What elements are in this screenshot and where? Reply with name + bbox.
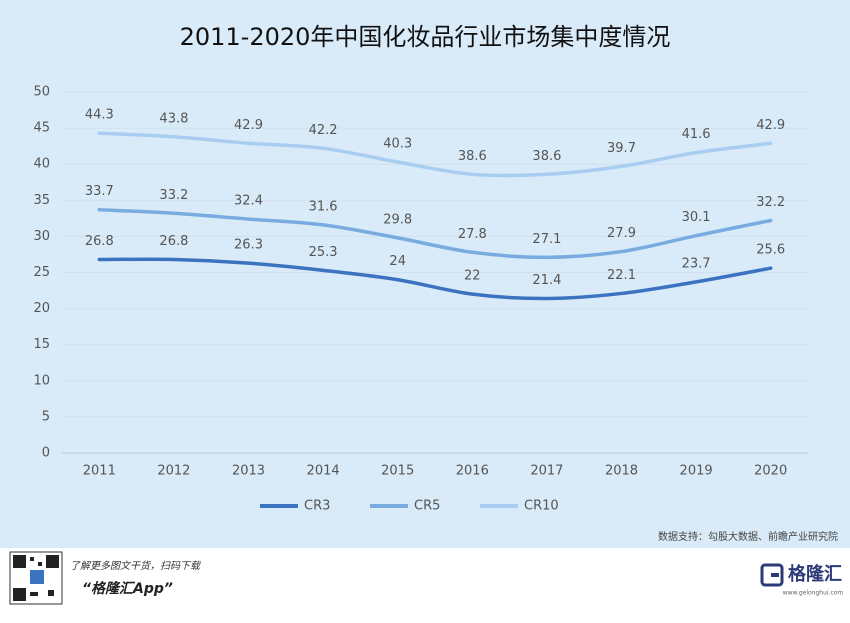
y-tick-label: 30 (33, 229, 50, 244)
data-label: 39.7 (607, 141, 636, 156)
series-line (97, 131, 773, 178)
data-label: 32.2 (756, 195, 785, 210)
data-label: 40.3 (383, 137, 412, 152)
data-label: 33.7 (85, 184, 114, 199)
plot-area: 0 5 10 15 20 25 30 35 40 45 50 2011 2012 2013 2014 2015… (33, 85, 808, 514)
y-tick-label: 25 (33, 265, 50, 280)
x-tick-label: 2014 (307, 464, 340, 479)
x-tick-label: 2016 (456, 464, 489, 479)
logo-text: 格隆汇 (788, 563, 842, 585)
data-label: 43.8 (159, 111, 188, 126)
data-label: 41.6 (682, 127, 711, 142)
footer-promo: 了解更多图文干货，扫码下载 (70, 560, 202, 572)
x-tick-label: 2013 (232, 464, 265, 479)
logo-site: www.gelonghui.com (783, 590, 844, 597)
x-tick-label: 2011 (83, 464, 116, 479)
y-tick-label: 35 (33, 193, 50, 208)
series-line (97, 257, 773, 301)
x-tick-label: 2020 (754, 464, 787, 479)
chart-title: 2011-2020年中国化妆品行业市场集中度情况 (180, 23, 671, 51)
data-label: 33.2 (159, 188, 188, 203)
legend-label: CR5 (414, 499, 440, 514)
data-label: 38.6 (458, 149, 487, 164)
legend-label: CR3 (304, 499, 330, 514)
data-label: 27.1 (532, 232, 561, 247)
x-tick-label: 2018 (605, 464, 638, 479)
y-tick-label: 0 (42, 446, 50, 461)
data-label: 42.2 (309, 123, 338, 138)
footer-app: “格隆汇App” (82, 580, 173, 597)
data-label: 22.1 (607, 268, 636, 283)
x-tick-label: 2017 (530, 464, 563, 479)
data-label: 32.4 (234, 194, 263, 209)
y-tick-label: 40 (33, 157, 50, 172)
data-label: 27.8 (458, 227, 487, 242)
data-label: 42.9 (756, 118, 785, 133)
y-tick-label: 5 (42, 409, 50, 424)
data-label: 30.1 (682, 210, 711, 225)
qr-code (9, 551, 63, 605)
x-tick-label: 2019 (680, 464, 713, 479)
data-label: 27.9 (607, 226, 636, 241)
data-label: 21.4 (532, 273, 561, 288)
y-tick-label: 45 (33, 121, 50, 136)
data-label: 23.7 (682, 256, 711, 271)
data-label: 26.8 (85, 234, 114, 249)
data-label: 29.8 (383, 212, 412, 227)
data-label: 25.6 (756, 243, 785, 258)
series-line (97, 207, 773, 260)
logo: 格隆汇 www.gelonghui.com (760, 563, 844, 597)
data-label: 42.9 (234, 118, 263, 133)
legend-label: CR10 (524, 499, 559, 514)
x-tick-label: 2015 (381, 464, 414, 479)
data-label: 24 (389, 254, 406, 269)
data-label: 38.6 (532, 149, 561, 164)
y-tick-label: 20 (33, 301, 50, 316)
data-label: 22 (464, 269, 481, 284)
data-label: 26.3 (234, 238, 263, 253)
source-note: 数据支持：勾股大数据、前瞻产业研究院 (658, 530, 838, 543)
data-label: 26.8 (159, 234, 188, 249)
x-tick-label: 2012 (157, 464, 190, 479)
y-tick-label: 10 (33, 373, 50, 388)
data-label: 44.3 (85, 108, 114, 123)
data-label: 31.6 (309, 199, 338, 214)
footer-bar (0, 548, 850, 623)
y-tick-label: 15 (33, 337, 50, 352)
data-label: 25.3 (309, 245, 338, 260)
y-tick-label: 50 (33, 85, 50, 100)
